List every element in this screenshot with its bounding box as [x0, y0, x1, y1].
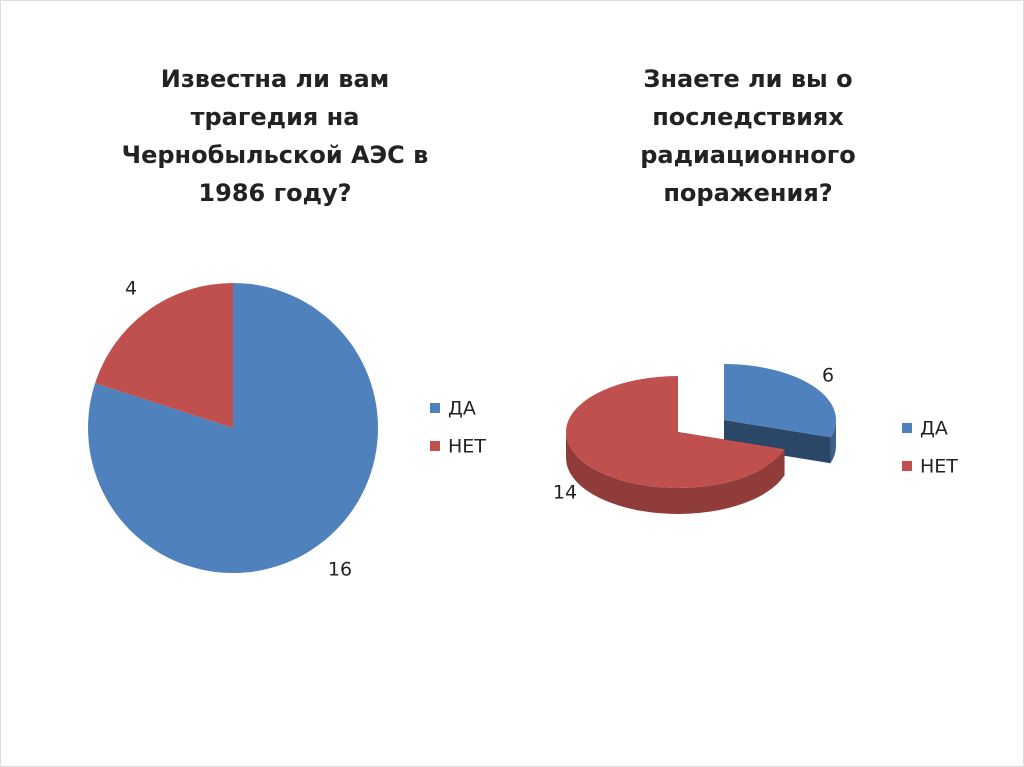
legend-swatch	[430, 441, 440, 451]
slice	[724, 364, 836, 438]
slice-side	[566, 432, 785, 514]
legend-swatch	[902, 423, 912, 433]
slice	[566, 376, 785, 488]
slice-side	[830, 420, 836, 464]
legend-label: НЕТ	[920, 456, 958, 478]
slice	[87, 283, 379, 574]
slice	[95, 283, 233, 428]
data-label: 14	[553, 482, 577, 504]
data-label: 6	[822, 365, 834, 387]
data-label: 4	[125, 278, 137, 300]
legend-label: ДА	[448, 398, 476, 420]
legend-swatch	[430, 403, 440, 413]
data-label: 16	[328, 559, 352, 581]
chart-title: Знаете ли вы о последствиях радиационног…	[640, 65, 856, 207]
slice-side	[724, 420, 831, 464]
legend-label: ДА	[920, 418, 948, 440]
legend-label: НЕТ	[448, 436, 486, 458]
chart-title: Известна ли вам трагедия на Чернобыльско…	[121, 65, 429, 207]
legend-swatch	[902, 461, 912, 471]
